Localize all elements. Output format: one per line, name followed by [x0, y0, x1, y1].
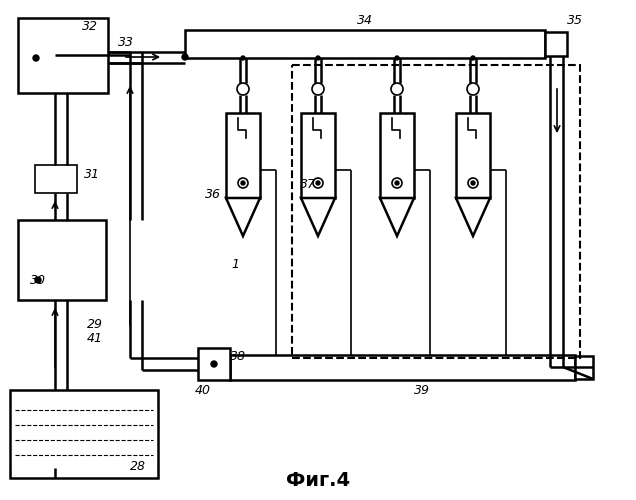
Bar [456, 113, 490, 198]
Text: 37: 37 [300, 178, 316, 192]
Bar [230, 355, 575, 380]
Circle shape [35, 277, 41, 283]
Circle shape [468, 178, 478, 188]
Bar [198, 348, 230, 380]
Circle shape [238, 178, 248, 188]
Polygon shape [380, 198, 414, 236]
Circle shape [313, 178, 323, 188]
Circle shape [471, 56, 475, 60]
Circle shape [392, 178, 402, 188]
Circle shape [467, 83, 479, 95]
Text: 32: 32 [82, 20, 98, 32]
Text: 40: 40 [195, 384, 211, 396]
Text: 41: 41 [87, 332, 103, 344]
Circle shape [33, 55, 39, 61]
Text: 31: 31 [84, 168, 100, 181]
Text: 33: 33 [118, 36, 134, 49]
Text: 39: 39 [414, 384, 430, 396]
Bar [380, 113, 414, 198]
Circle shape [237, 83, 249, 95]
Circle shape [312, 83, 324, 95]
Circle shape [316, 56, 320, 60]
Text: 38: 38 [230, 350, 246, 362]
Text: 28: 28 [130, 460, 146, 472]
Bar [226, 113, 260, 198]
Circle shape [211, 361, 217, 367]
Bar [35, 165, 77, 193]
Text: 34: 34 [357, 14, 373, 26]
Text: 36: 36 [205, 188, 221, 202]
Bar [10, 390, 158, 478]
Text: 35: 35 [567, 14, 583, 26]
Circle shape [395, 56, 399, 60]
Text: Фиг.4: Фиг.4 [286, 470, 350, 490]
Circle shape [471, 181, 475, 185]
Polygon shape [226, 198, 260, 236]
Circle shape [182, 54, 188, 60]
Bar [18, 18, 108, 93]
Circle shape [395, 181, 399, 185]
Bar [545, 32, 567, 56]
Circle shape [316, 181, 320, 185]
Bar [301, 113, 335, 198]
Text: 30: 30 [30, 274, 46, 286]
Circle shape [241, 181, 245, 185]
Text: 1: 1 [231, 258, 239, 272]
Circle shape [241, 56, 245, 60]
Bar [185, 30, 545, 58]
Bar [18, 220, 106, 300]
Polygon shape [301, 198, 335, 236]
Bar [292, 65, 580, 358]
Text: 29: 29 [87, 318, 103, 332]
Bar [575, 356, 593, 379]
Circle shape [391, 83, 403, 95]
Polygon shape [456, 198, 490, 236]
